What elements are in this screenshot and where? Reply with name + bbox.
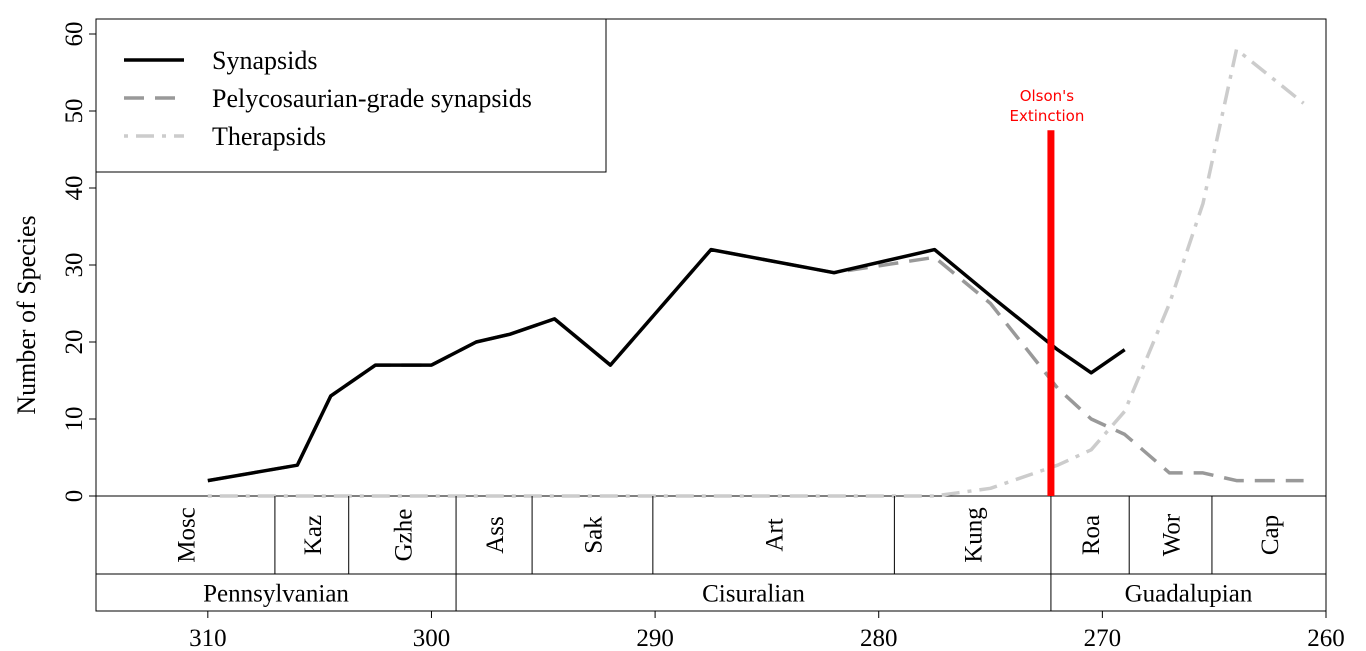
stage-band: Mosc Kaz Gzhe Ass Sak Art Kung Roa Wor Cap [173,496,1284,574]
stage-label: Ass [482,516,509,554]
epoch-label: Guadalupian [1125,581,1253,608]
x-axis: 310 300 290 280 270 260 [189,611,1345,651]
x-tick-label: 290 [636,625,674,651]
series-line-pelycosaurian-grade-synapsids [207,247,1304,483]
stage-label: Gzhe [390,509,417,562]
annotation-label: Extinction [1009,107,1084,125]
x-tick-label: 270 [1084,625,1122,651]
series-line-synapsids [207,247,1126,483]
epoch-label: Cisuralian [702,581,805,608]
legend-entry: Synapsids [212,46,317,75]
stage-label: Art [762,518,789,551]
series-lines [207,47,1305,498]
series-line-therapsids [207,47,1305,498]
stage-label: Cap [1257,515,1284,555]
epoch-band: Pennsylvanian Cisuralian Guadalupian [203,574,1253,611]
x-tick-label: 310 [189,625,227,651]
legend: Synapsids Pelycosaurian-grade synapsids Th… [95,18,607,173]
epoch-label: Pennsylvanian [203,581,349,608]
plot-frame [95,18,1327,612]
y-tick-label: 0 [61,490,88,503]
stage-label: Roa [1078,515,1105,555]
annotation-label: Olson's [1020,87,1075,105]
legend-entry: Therapsids [212,122,326,151]
stage-label: Mosc [173,507,200,563]
legend-box [95,18,607,173]
y-tick-label: 40 [61,176,88,201]
stage-label: Kung [961,507,988,563]
legend-entry: Pelycosaurian-grade synapsids [212,84,532,113]
x-tick-label: 300 [413,625,451,651]
y-tick-label: 60 [61,22,88,47]
x-tick-label: 280 [860,625,898,651]
y-tick-label: 50 [61,99,88,124]
y-tick-label: 20 [61,330,88,355]
stage-label: Sak [580,516,607,554]
x-tick-label: 260 [1307,625,1345,651]
stage-label: Kaz [300,515,327,555]
y-tick-label: 10 [61,407,88,432]
olson-extinction-annotation: Olson's Extinction [1009,87,1084,496]
y-axis: 0 10 20 30 40 50 60 [61,22,96,503]
y-axis-label: Number of Species [12,215,41,414]
stage-label: Wor [1159,513,1186,556]
y-tick-label: 30 [61,253,88,278]
